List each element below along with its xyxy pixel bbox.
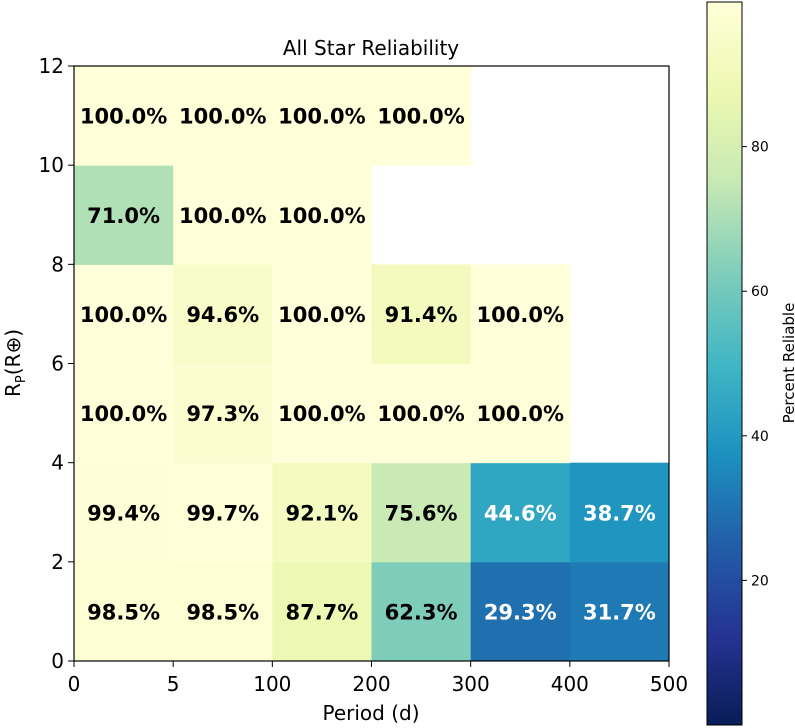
- heatmap-cell: [371, 363, 472, 464]
- heatmap-cell: [569, 561, 670, 662]
- heatmap-cell-labels: 98.5% 98.5% 87.7% 62.3% 29.3% 31.7% 99.4% 99.7%…: [80, 105, 656, 625]
- x-tick-label: 100: [253, 672, 291, 696]
- heatmap-cell: [470, 363, 571, 464]
- cell-value-label: 100.0%: [80, 402, 167, 426]
- cell-value-label: 31.7%: [583, 600, 656, 624]
- heatmap-cell: [74, 66, 174, 166]
- heatmap-cell: [272, 165, 372, 265]
- y-axis-label-sub: P: [14, 375, 29, 383]
- y-axis-label: RP(R⊕): [1, 329, 29, 397]
- cell-value-label: 100.0%: [80, 105, 167, 129]
- heatmap-cell: [74, 561, 174, 662]
- heatmap-cell: [272, 264, 372, 364]
- y-tick-label: 0: [51, 649, 64, 673]
- heatmap-cell: [173, 264, 273, 364]
- heatmap-cell: [272, 462, 372, 563]
- heatmap-cell: [470, 462, 571, 563]
- cell-value-label: 87.7%: [285, 600, 358, 624]
- cell-value-label: 98.5%: [87, 600, 160, 624]
- cell-value-label: 99.7%: [186, 501, 259, 525]
- cell-value-label: 100.0%: [477, 402, 564, 426]
- cell-value-label: 94.6%: [186, 303, 259, 327]
- cell-value-label: 100.0%: [377, 105, 464, 129]
- y-axis-label-main: R: [1, 383, 25, 397]
- y-axis: 0 2 4 6 8 10 12: [39, 54, 74, 673]
- colorbar: [706, 1, 743, 726]
- x-tick-label: 200: [352, 672, 390, 696]
- cell-value-label: 100.0%: [477, 303, 564, 327]
- cell-value-label: 100.0%: [377, 402, 464, 426]
- heatmap-cell: [74, 264, 174, 364]
- y-axis-label-rest: (R⊕): [1, 329, 25, 375]
- cell-value-label: 71.0%: [87, 204, 160, 228]
- heatmap-cell: [173, 363, 273, 464]
- y-tick-label: 6: [51, 352, 64, 376]
- y-tick-label: 10: [39, 153, 64, 177]
- colorbar-tick-label: 20: [751, 573, 769, 589]
- x-tick-label: 300: [452, 672, 490, 696]
- heatmap-cell: [371, 462, 472, 563]
- x-tick-label: 500: [650, 672, 688, 696]
- x-tick-label: 400: [551, 672, 589, 696]
- heatmap-cell: [371, 264, 472, 364]
- cell-value-label: 100.0%: [278, 204, 365, 228]
- cell-value-label: 62.3%: [385, 600, 458, 624]
- heatmap-cell: [272, 66, 372, 166]
- cell-value-label: 97.3%: [186, 402, 259, 426]
- y-tick-label: 4: [51, 451, 64, 475]
- heatmap-cell: [74, 363, 174, 464]
- heatmap-cell: [173, 462, 273, 563]
- x-axis: 0 5 100 200 300 400 500: [68, 661, 688, 696]
- heatmap-cell: [74, 165, 174, 265]
- heatmap-cell: [173, 165, 273, 265]
- heatmap-cell: [371, 561, 472, 662]
- cell-value-label: 44.6%: [484, 501, 557, 525]
- colorbar-tick-label: 40: [751, 429, 769, 445]
- cell-value-label: 100.0%: [179, 105, 266, 129]
- heatmap-cell: [272, 363, 372, 464]
- cell-value-label: 92.1%: [285, 501, 358, 525]
- cell-value-label: 38.7%: [583, 501, 656, 525]
- cell-value-label: 75.6%: [385, 501, 458, 525]
- x-tick-label: 0: [68, 672, 81, 696]
- chart-title: All Star Reliability: [283, 36, 459, 60]
- heatmap-cell: [272, 561, 372, 662]
- x-tick-label: 5: [167, 672, 180, 696]
- cell-value-label: 98.5%: [186, 600, 259, 624]
- cell-value-label: 91.4%: [385, 303, 458, 327]
- x-axis-label: Period (d): [322, 701, 419, 725]
- cell-value-label: 99.4%: [87, 501, 160, 525]
- cell-value-label: 29.3%: [484, 600, 557, 624]
- heatmap-cell: [173, 66, 273, 166]
- cell-value-label: 100.0%: [80, 303, 167, 327]
- cell-value-label: 100.0%: [179, 204, 266, 228]
- colorbar-tick-label: 80: [751, 140, 769, 156]
- heatmap-cell: [569, 462, 670, 563]
- cell-value-label: 100.0%: [278, 402, 365, 426]
- heatmap-cell: [470, 264, 571, 364]
- heatmap-cell: [74, 462, 174, 563]
- heatmap-cell: [470, 561, 571, 662]
- heatmap-cell: [173, 561, 273, 662]
- heatmap-cells: [74, 66, 670, 662]
- colorbar-tick-label: 60: [751, 284, 769, 300]
- heatmap-cell: [371, 66, 472, 166]
- cell-value-label: 100.0%: [278, 105, 365, 129]
- y-tick-label: 8: [51, 252, 64, 276]
- y-tick-label: 2: [51, 550, 64, 574]
- colorbar-label: Percent Reliable: [780, 303, 795, 424]
- y-tick-label: 12: [39, 54, 64, 78]
- cell-value-label: 100.0%: [278, 303, 365, 327]
- colorbar-ticks: 20 40 60 80: [742, 140, 769, 589]
